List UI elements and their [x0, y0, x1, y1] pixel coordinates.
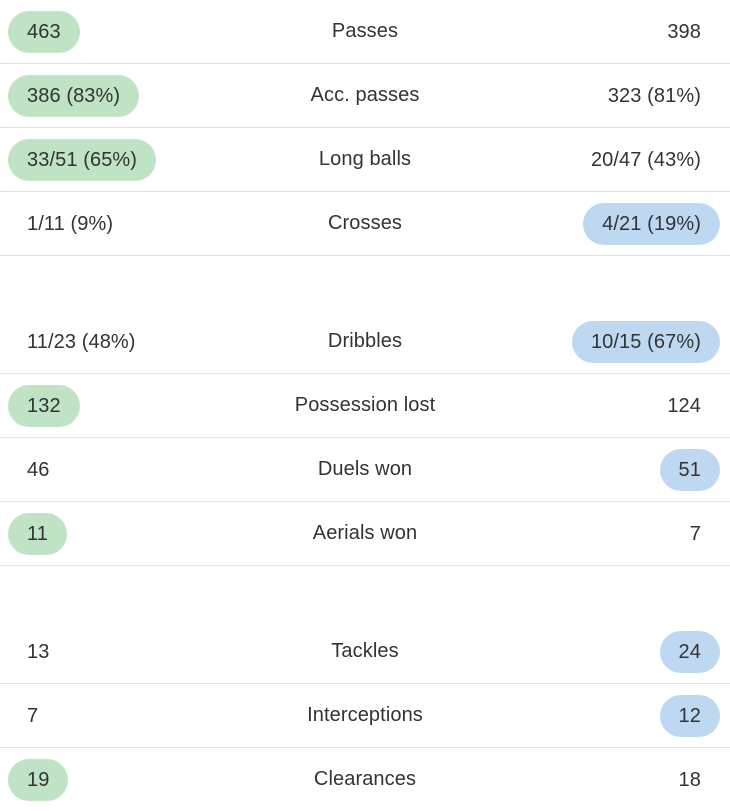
away-value-cell: 20/47 (43%) — [572, 128, 720, 191]
away-value-cell: 18 — [660, 748, 720, 811]
away-value: 18 — [678, 768, 701, 791]
away-value: 124 — [667, 394, 701, 417]
home-value: 132 — [8, 384, 80, 427]
away-value-cell: 4/21 (19%) — [583, 192, 720, 255]
home-value: 386 (83%) — [8, 74, 140, 117]
home-value-cell: 7 — [8, 684, 57, 747]
away-value-cell: 24 — [659, 620, 720, 683]
stats-group-duels: 11/23 (48%) Dribbles 10/15 (67%) 132 Pos… — [0, 310, 730, 566]
home-value: 1/11 (9%) — [27, 212, 114, 235]
away-value-cell: 12 — [659, 684, 720, 747]
away-value-cell: 51 — [659, 438, 720, 501]
away-value-cell: 398 — [648, 0, 720, 63]
home-value-cell: 11 — [8, 502, 67, 565]
stat-row-possession-lost: 132 Possession lost 124 — [0, 374, 730, 438]
away-value: 323 (81%) — [607, 84, 701, 107]
away-value-cell: 7 — [671, 502, 720, 565]
away-value: 398 — [667, 20, 701, 43]
home-value-cell: 13 — [8, 620, 68, 683]
home-value: 11/23 (48%) — [27, 330, 136, 353]
stats-group-defending: 13 Tackles 24 7 Interceptions 12 19 Clea… — [0, 620, 730, 811]
home-value: 19 — [8, 758, 69, 801]
stat-label: Aerials won — [312, 522, 418, 544]
home-value-cell: 1/11 (9%) — [8, 192, 132, 255]
stat-label: Clearances — [313, 768, 417, 790]
stat-label: Tackles — [331, 640, 399, 662]
away-value: 7 — [689, 522, 701, 545]
home-value: 13 — [27, 640, 50, 663]
home-value: 463 — [8, 10, 80, 53]
home-value-cell: 463 — [8, 0, 80, 63]
group-spacer — [0, 256, 730, 310]
home-value: 33/51 (65%) — [8, 138, 157, 181]
stat-row-duels-won: 46 Duels won 51 — [0, 438, 730, 502]
away-value-cell: 124 — [648, 374, 720, 437]
home-value-cell: 386 (83%) — [8, 64, 140, 127]
away-value: 10/15 (67%) — [571, 320, 720, 363]
home-value-cell: 132 — [8, 374, 80, 437]
stat-label: Duels won — [317, 458, 413, 480]
home-value-cell: 19 — [8, 748, 69, 811]
away-value: 4/21 (19%) — [583, 202, 720, 245]
stat-label: Interceptions — [307, 704, 423, 726]
stats-group-passing: 463 Passes 398 386 (83%) Acc. passes 323… — [0, 0, 730, 256]
stat-row-long-balls: 33/51 (65%) Long balls 20/47 (43%) — [0, 128, 730, 192]
stat-row-crosses: 1/11 (9%) Crosses 4/21 (19%) — [0, 192, 730, 256]
away-value-cell: 10/15 (67%) — [571, 310, 720, 373]
home-value-cell: 46 — [8, 438, 68, 501]
stat-row-acc-passes: 386 (83%) Acc. passes 323 (81%) — [0, 64, 730, 128]
stat-label: Possession lost — [294, 394, 436, 416]
away-value: 24 — [659, 630, 720, 673]
home-value: 7 — [27, 704, 39, 727]
stat-label: Passes — [331, 20, 399, 42]
home-value-cell: 33/51 (65%) — [8, 128, 157, 191]
away-value-cell: 323 (81%) — [589, 64, 720, 127]
stat-row-tackles: 13 Tackles 24 — [0, 620, 730, 684]
stat-row-aerials-won: 11 Aerials won 7 — [0, 502, 730, 566]
stat-row-clearances: 19 Clearances 18 — [0, 748, 730, 811]
group-spacer — [0, 566, 730, 620]
stat-row-dribbles: 11/23 (48%) Dribbles 10/15 (67%) — [0, 310, 730, 374]
stat-row-interceptions: 7 Interceptions 12 — [0, 684, 730, 748]
away-value: 12 — [659, 694, 720, 737]
away-value: 51 — [659, 448, 720, 491]
home-value: 46 — [27, 458, 50, 481]
stat-row-passes: 463 Passes 398 — [0, 0, 730, 64]
away-value: 20/47 (43%) — [590, 148, 701, 171]
home-value-cell: 11/23 (48%) — [8, 310, 155, 373]
home-value: 11 — [8, 512, 67, 555]
